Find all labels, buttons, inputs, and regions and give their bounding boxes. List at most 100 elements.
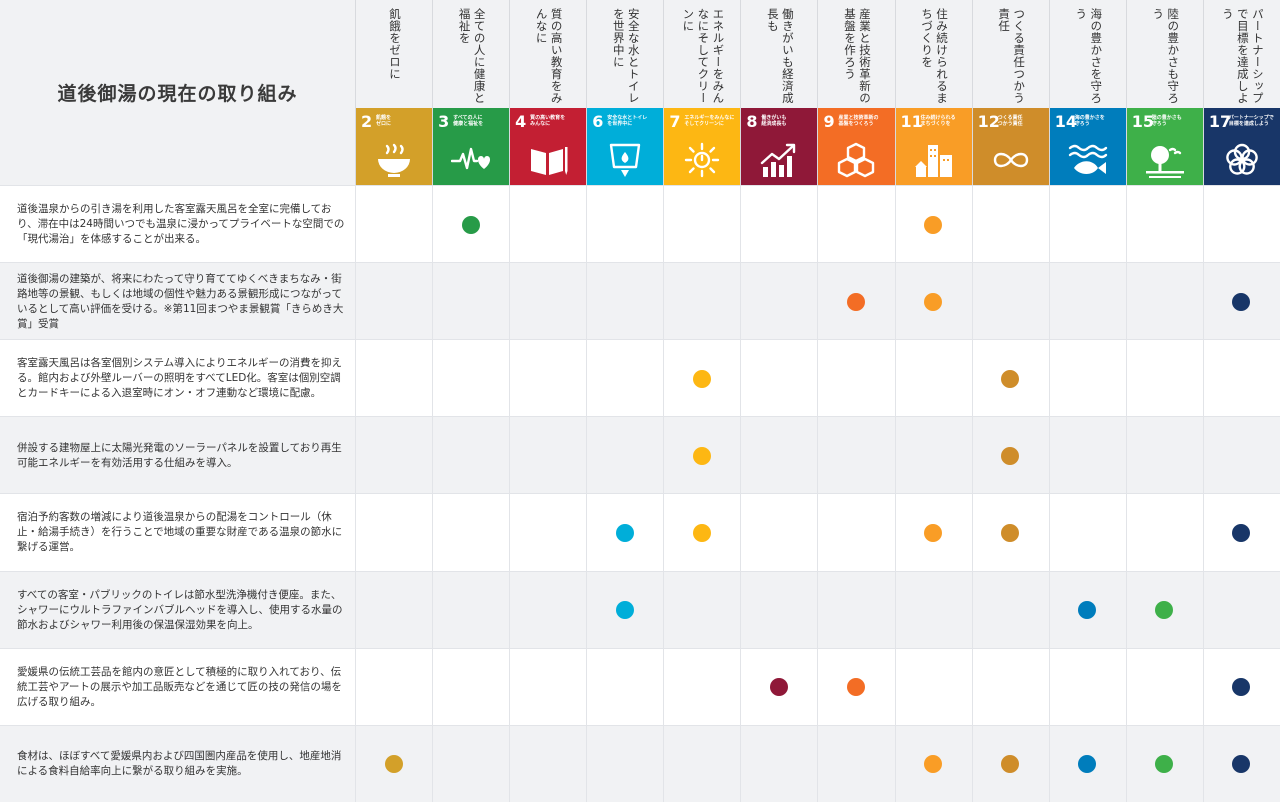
sdg-number: 9 (823, 112, 835, 131)
goal-name-text: 働きがいも経済成長も (765, 8, 795, 104)
sdg-number: 4 (515, 112, 527, 131)
sdg-icon-caption: 飢餓を ゼロに (376, 115, 392, 127)
goal-marker-g2 (384, 755, 403, 774)
sdg-icon-caption: パートナーシップで 目標を達成しよう (1228, 115, 1274, 127)
column-divider (1202, 185, 1204, 802)
goal-name: 働きがいも経済成長も (741, 0, 818, 108)
sdg-icon-caption: 産業と技術革新の 基盤をつくろう (838, 115, 879, 127)
goal-marker-g11 (924, 755, 943, 774)
goal-name: 住み続けられるまちづくりを (896, 0, 973, 108)
goal-column-g14: 海の豊かさを守ろう 14 海の豊かさを 守ろう (1048, 0, 1127, 185)
goal-name: 安全な水とトイレを世界中に (587, 0, 664, 108)
column-divider (971, 185, 973, 802)
sdg-icon-caption: 安全な水とトイレ を世界中に (607, 115, 648, 127)
sdg-icon-caption: 働きがいも 経済成長も (761, 115, 787, 127)
goal-column-g4: 質の高い教育をみんなに 4 質の高い教育を みんなに (509, 0, 588, 185)
goal-marker-g14 (1078, 601, 1097, 620)
tree-icon (1145, 141, 1185, 179)
sdg-number: 6 (592, 112, 604, 131)
rings-icon (1222, 141, 1262, 179)
goal-name-text: 住み続けられるまちづくりを (920, 8, 950, 104)
fish-icon (1068, 141, 1108, 179)
goal-marker-g11 (924, 523, 943, 542)
title-cell: 道後御湯の現在の取り組み (0, 0, 355, 185)
book-icon (528, 141, 568, 179)
sdg-11-tile: 11 住み続けられる まちづくりを (895, 108, 973, 185)
sdg-number: 8 (746, 112, 758, 131)
initiative-text: 愛媛県の伝統工芸品を館内の意匠として積極的に取り入れており、伝統工芸やアートの展… (17, 665, 342, 708)
goal-name: 陸の豊かさも守ろう (1127, 0, 1204, 108)
sdg-3-tile: 3 すべての人に 健康と福祉を (433, 108, 511, 185)
initiative-text: 道後温泉からの引き湯を利用した客室露天風呂を全室に完備しており、滞在中は24時間… (17, 203, 345, 245)
goal-marker-g8 (769, 678, 788, 697)
sdg-8-tile: 8 働きがいも 経済成長も (741, 108, 819, 185)
goal-marker-g14 (1078, 755, 1097, 774)
goal-marker-g12 (1001, 446, 1020, 465)
sdg-number: 2 (361, 112, 373, 131)
goal-marker-g17 (1232, 755, 1251, 774)
goal-marker-g7 (692, 523, 711, 542)
goal-name: エネルギーをみんなにそしてクリーンに (664, 0, 741, 108)
column-divider (1048, 185, 1050, 802)
table-header: 道後御湯の現在の取り組み 飢餓をゼロに 2 飢餓を ゼロに 全ての人に健康と福祉を 3 すべ… (0, 0, 1280, 185)
goal-name: 海の豊かさを守ろう (1050, 0, 1127, 108)
column-divider (432, 185, 434, 802)
column-divider (894, 185, 896, 802)
table-row: すべての客室・パブリックのトイレは節水型洗浄機付き便座。また、シャワーにウルトラ… (0, 570, 1280, 648)
table-row: 食材は、ほぼすべて愛媛県内および四国圏内産品を使用し、地産地消による食料自給率向… (0, 724, 1280, 802)
sdg-icon-caption: 海の豊かさを 守ろう (1074, 115, 1105, 127)
goal-name: パートナーシップで目標を達成しよう (1204, 0, 1280, 108)
goal-column-g15: 陸の豊かさも守ろう 15 陸の豊かさも 守ろう (1125, 0, 1204, 185)
sdg-number: 15 (1131, 112, 1155, 131)
goal-name: 産業と技術革新の基盤を作ろう (818, 0, 895, 108)
goal-column-g3: 全ての人に健康と福祉を 3 すべての人に 健康と福祉を (432, 0, 511, 185)
goal-column-g8: 働きがいも経済成長も 8 働きがいも 経済成長も (740, 0, 819, 185)
goal-marker-g12 (1001, 755, 1020, 774)
column-divider (586, 185, 588, 802)
initiative-text: 客室露天風呂は各室個別システム導入によりエネルギーの消費を抑える。館内および外壁… (17, 357, 342, 400)
sdg-12-tile: 12 つくる責任 つかう責任 (972, 108, 1050, 185)
bowl-icon (374, 141, 414, 179)
sdg-9-tile: 9 産業と技術革新の 基盤をつくろう (818, 108, 896, 185)
goal-marker-g15 (1155, 755, 1174, 774)
sdg-4-tile: 4 質の高い教育を みんなに (510, 108, 588, 185)
goal-name: 全ての人に健康と福祉を (433, 0, 510, 108)
goal-name-text: 飢餓をゼロに (388, 8, 402, 80)
column-divider (817, 185, 819, 802)
goal-name-text: エネルギーをみんなにそしてクリーンに (681, 8, 726, 104)
sdg-icon-caption: エネルギーをみんなに そしてクリーンに (684, 115, 735, 127)
goal-name-text: 陸の豊かさも守ろう (1151, 8, 1181, 104)
column-divider (509, 185, 511, 802)
initiative-text: 宿泊予約客数の増減により道後温泉からの配湯をコントロール（休止・給湯手続き）を行… (17, 511, 343, 554)
sdg-number: 11 (900, 112, 923, 131)
goal-name-text: パートナーシップで目標を達成しよう (1220, 8, 1265, 104)
goal-column-g12: つくる責任つかう責任 12 つくる責任 つかう責任 (971, 0, 1050, 185)
sdg-icon-caption: 陸の豊かさも 守ろう (1151, 115, 1182, 127)
goal-name-text: 全ての人に健康と福祉を (457, 8, 487, 104)
goal-column-g2: 飢餓をゼロに 2 飢餓を ゼロに (355, 0, 433, 185)
goal-marker-g17 (1232, 678, 1251, 697)
column-divider (740, 185, 742, 802)
goal-marker-g12 (1001, 369, 1020, 388)
goal-name-text: つくる責任つかう責任 (997, 8, 1027, 104)
sdg-6-tile: 6 安全な水とトイレ を世界中に (587, 108, 665, 185)
goal-name-text: 質の高い教育をみんなに (534, 8, 564, 104)
goal-name: 質の高い教育をみんなに (510, 0, 587, 108)
goal-marker-g6 (615, 523, 634, 542)
sdg-14-tile: 14 海の豊かさを 守ろう (1049, 108, 1127, 185)
goal-column-g7: エネルギーをみんなにそしてクリーンに 7 エネルギーをみんなに そしてクリーンに (663, 0, 742, 185)
sdg-number: 17 (1208, 112, 1232, 131)
initiative-text: 道後御湯の建築が、将来にわたって守り育ててゆくべきまちなみ・街路地等の景観、もし… (17, 272, 344, 330)
sdg-number: 12 (977, 112, 1000, 131)
column-divider (1125, 185, 1127, 802)
water-drop-icon (605, 141, 645, 179)
table-row: 愛媛県の伝統工芸品を館内の意匠として積極的に取り入れており、伝統工芸やアートの展… (0, 647, 1280, 725)
sdg-17-tile: 17 パートナーシップで 目標を達成しよう (1203, 108, 1280, 185)
initiative-text: 食材は、ほぼすべて愛媛県内および四国圏内産品を使用し、地産地消による食料自給率向… (17, 750, 342, 778)
sdg-15-tile: 15 陸の豊かさも 守ろう (1126, 108, 1204, 185)
sdg-2-tile: 2 飢餓を ゼロに (356, 108, 433, 185)
goal-column-g17: パートナーシップで目標を達成しよう 17 パートナーシップで 目標を達成しよう (1202, 0, 1280, 185)
goal-marker-g12 (1001, 523, 1020, 542)
goal-marker-g9 (847, 292, 866, 311)
